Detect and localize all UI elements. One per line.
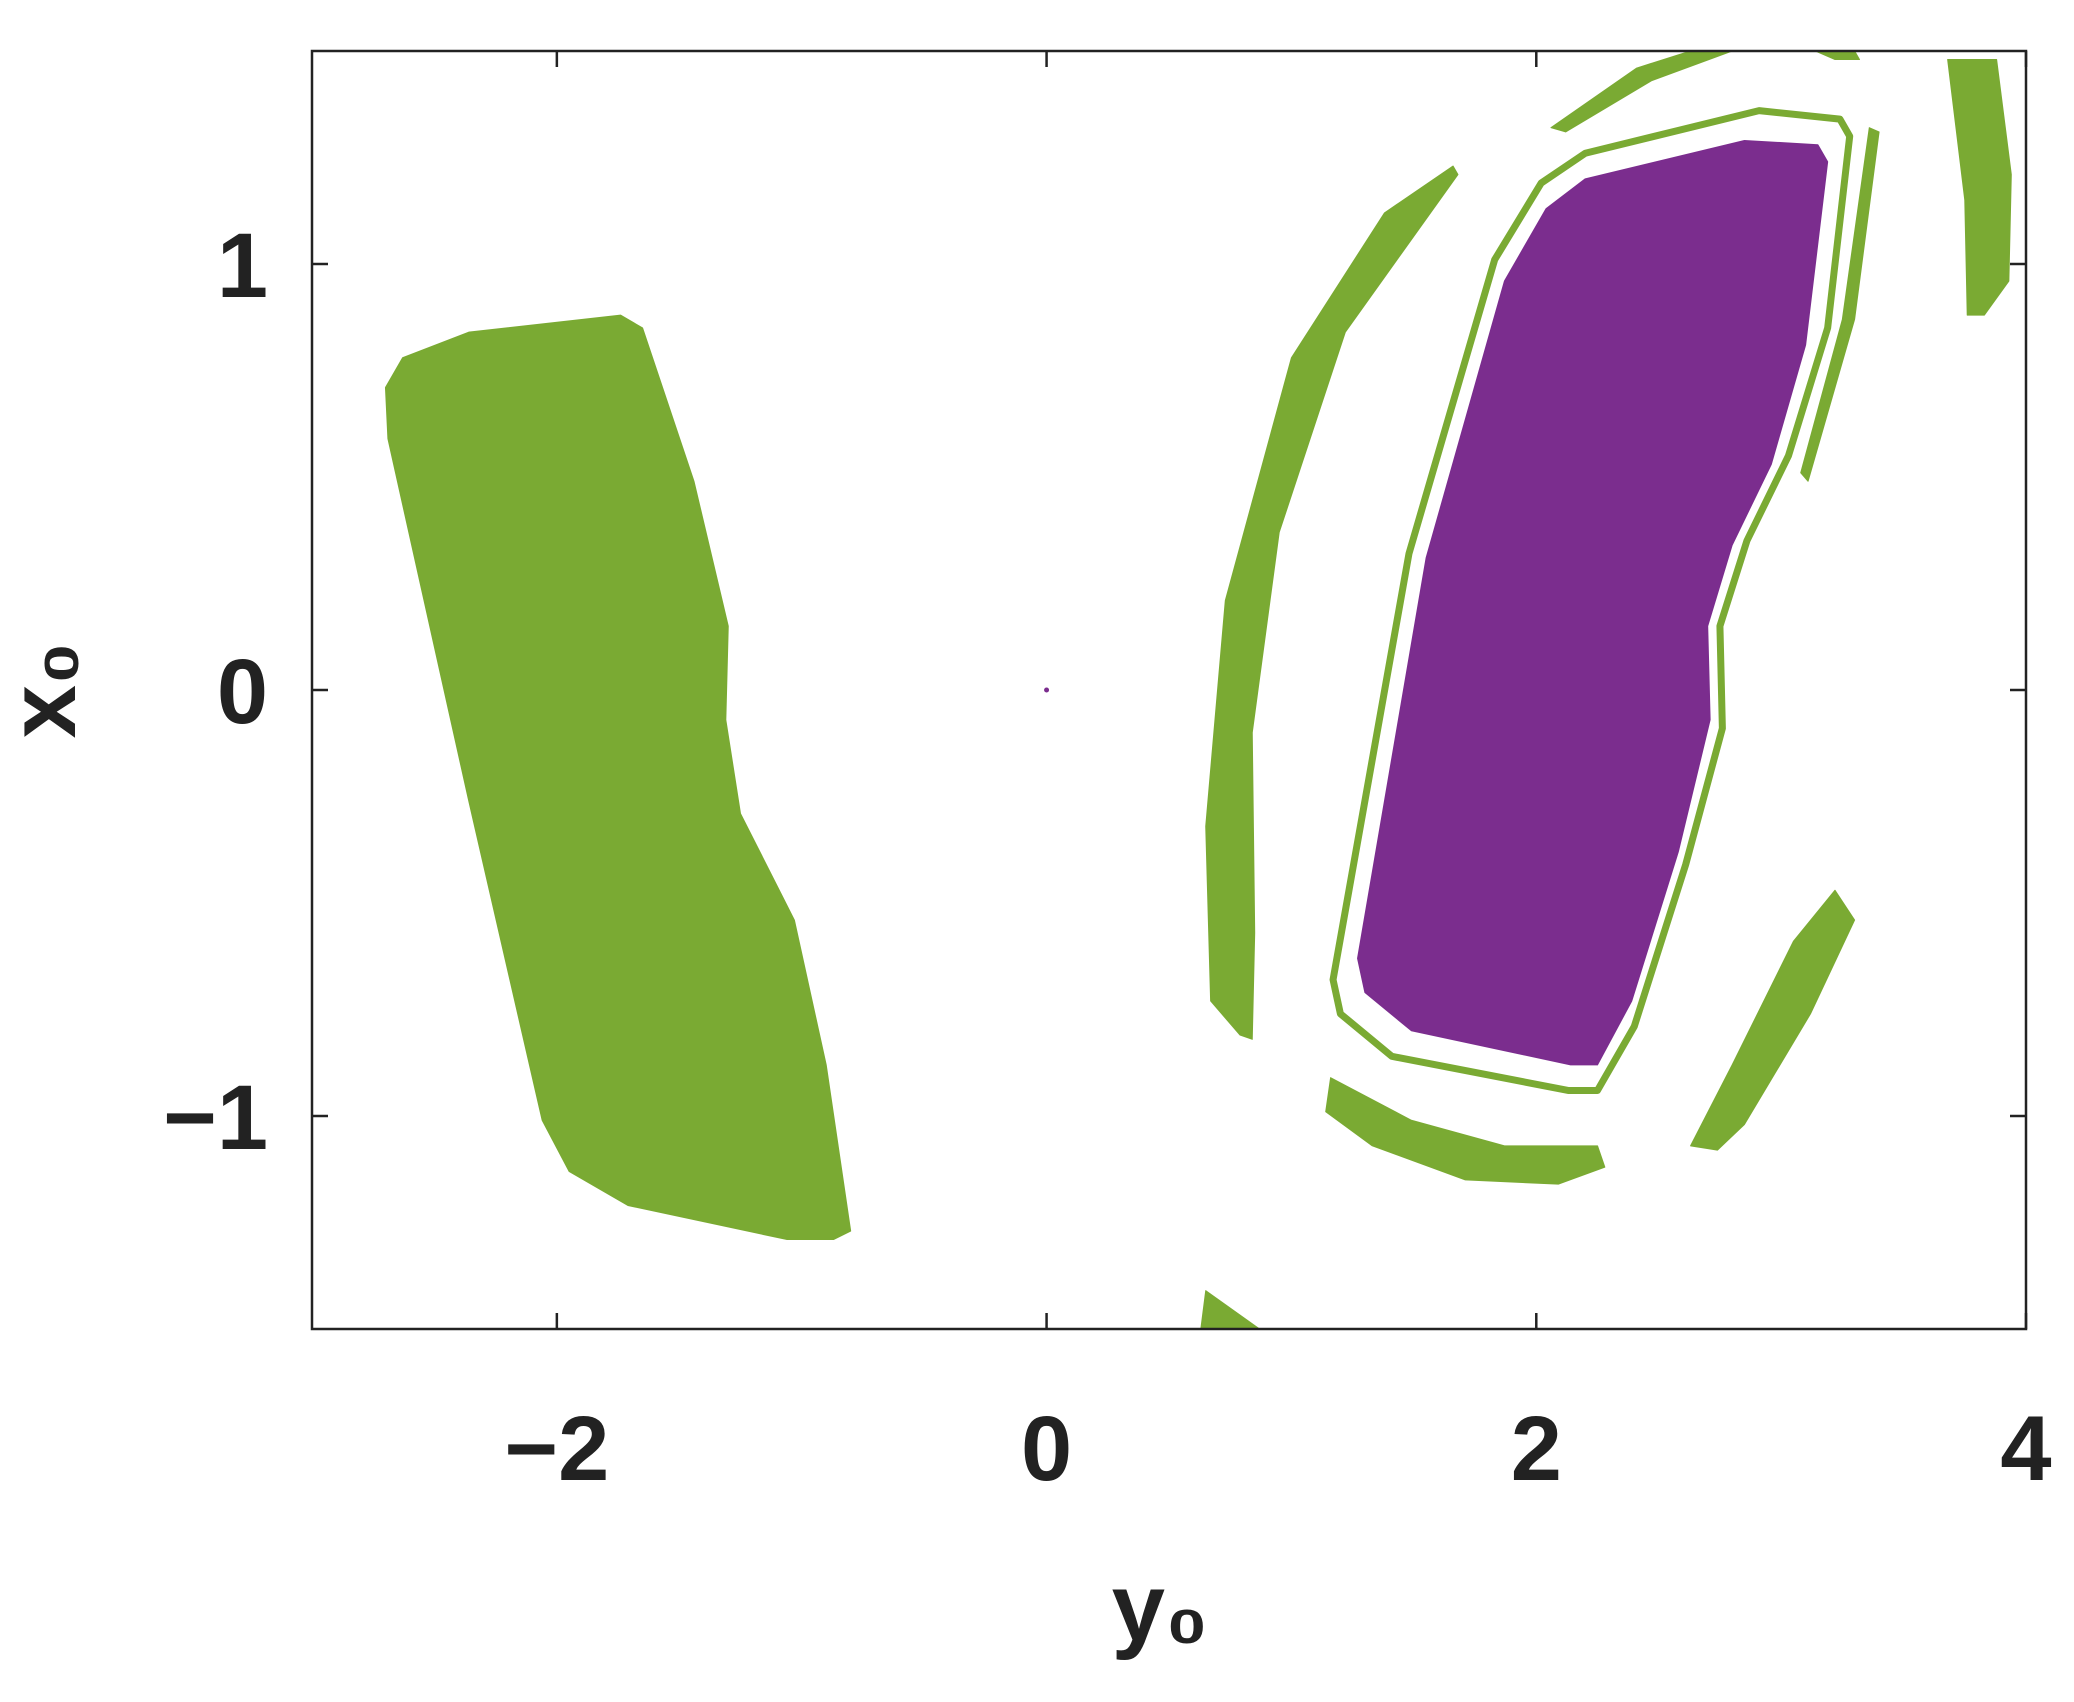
region [1200,1290,1261,1330]
x-axis-label: y₀ [1112,1554,1209,1661]
point [1044,687,1050,693]
x-tick-label: −2 [504,1398,609,1500]
region [1800,127,1880,482]
region [1550,50,1733,133]
y-tick-label: 0 [217,641,268,743]
x-tick-label: 2 [1511,1398,1562,1500]
x-tick-label: 0 [1021,1398,1072,1500]
region [1947,59,2012,316]
region [1325,1077,1606,1185]
region [1205,165,1459,1040]
region [1690,889,1856,1151]
x-tick-label: 4 [2000,1398,2051,1500]
y-axis-label: x₀ [0,642,96,739]
region [384,314,852,1241]
region-outline [1329,107,1854,1094]
y-tick-label: 1 [217,215,268,317]
region [1814,50,1860,61]
y-tick-label: −1 [163,1067,268,1169]
region [1357,139,1829,1066]
